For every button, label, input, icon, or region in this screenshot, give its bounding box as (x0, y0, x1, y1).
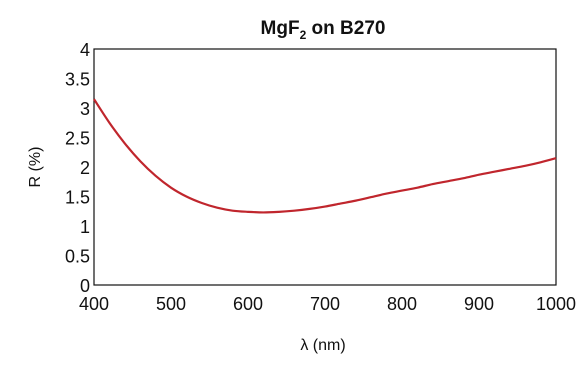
x-tick-labels: 400 500 600 700 800 900 1000 (79, 294, 576, 314)
y-tick-label: 2 (80, 158, 90, 178)
y-tick-label: 4 (80, 40, 90, 60)
reflectance-curve (93, 98, 557, 214)
y-tick-label: 0.5 (65, 247, 90, 267)
x-axis-label: λ (nm) (300, 337, 345, 354)
y-axis-label: R (%) (27, 147, 44, 188)
chart-title-rest: on B270 (306, 18, 385, 39)
x-tick-label: 500 (156, 294, 186, 314)
chart-title-main: MgF (261, 18, 300, 39)
x-tick-label: 700 (310, 294, 340, 314)
x-tick-label: 800 (387, 294, 417, 314)
x-tick-label: 1000 (536, 294, 576, 314)
x-tick-label: 400 (79, 294, 109, 314)
y-tick-label: 3.5 (65, 70, 90, 90)
chart-title-subscript: 2 (300, 28, 307, 42)
y-tick-label: 1 (80, 217, 90, 237)
x-tick-label: 600 (233, 294, 263, 314)
x-tick-label: 900 (464, 294, 494, 314)
y-tick-label: 3 (80, 99, 90, 119)
y-tick-label: 2.5 (65, 129, 90, 149)
y-tick-labels: 0 0.5 1 1.5 2 2.5 3 3.5 4 (65, 40, 90, 296)
chart-title: MgF2 on B270 (261, 18, 386, 42)
plot-frame (93, 48, 557, 286)
y-tick-label: 1.5 (65, 188, 90, 208)
y-tick-label: 0 (80, 276, 90, 296)
